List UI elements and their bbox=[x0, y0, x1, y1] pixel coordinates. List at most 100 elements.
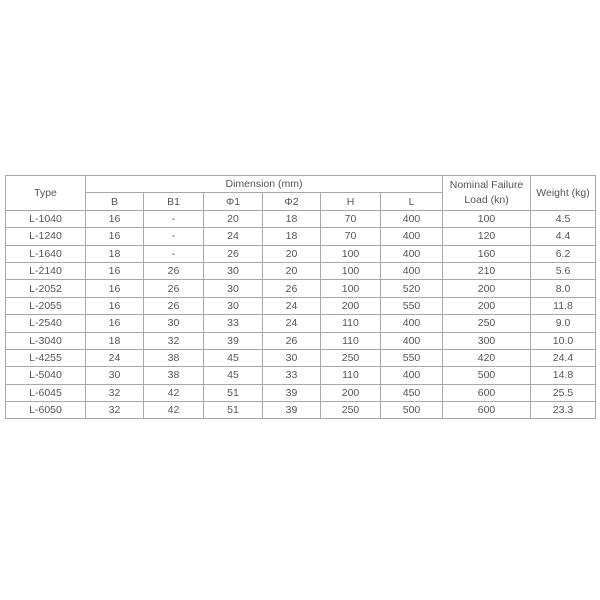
table-cell: 14.8 bbox=[530, 366, 597, 385]
table-cell: 16 bbox=[85, 209, 144, 229]
table-cell: 100 bbox=[442, 209, 532, 229]
table-cell: L-6050 bbox=[5, 401, 86, 420]
table-cell: 30 bbox=[262, 348, 321, 368]
table-row: L-4255 24 38 45 30 250 550 420 24.4 bbox=[5, 348, 597, 368]
table-cell: 16 bbox=[85, 261, 144, 281]
table-cell: 11.8 bbox=[530, 296, 597, 316]
table-cell: L-4255 bbox=[5, 348, 86, 368]
table-cell: 600 bbox=[442, 401, 532, 420]
table-cell: 110 bbox=[320, 314, 381, 333]
table-cell: 26 bbox=[203, 244, 263, 263]
table-cell: 26 bbox=[143, 279, 204, 298]
table-row: L-1040 16-20 18 70 400 100 4.5 bbox=[5, 209, 597, 229]
table-cell: 100 bbox=[320, 244, 381, 263]
table-cell: 24.4 bbox=[530, 348, 597, 368]
spec-table: Type Dimension (mm) Nominal Failure Load… bbox=[5, 174, 597, 420]
header-cell: Dimension (mm) bbox=[84, 174, 444, 194]
table-cell: 70 bbox=[320, 209, 381, 229]
table-cell: 18 bbox=[85, 244, 144, 263]
table-cell: 32 bbox=[85, 401, 144, 420]
table-cell: 26 bbox=[262, 279, 321, 298]
table-cell: L-2052 bbox=[5, 279, 86, 298]
header-cell: B1 bbox=[143, 192, 204, 211]
table-cell: 400 bbox=[379, 209, 444, 229]
table-cell: 30 bbox=[203, 296, 263, 316]
table-cell: L-2055 bbox=[5, 296, 86, 316]
table-cell: 10.0 bbox=[530, 331, 597, 350]
table-row: L-5040 30 38 45 33 110 400 500 14.8 bbox=[5, 366, 597, 385]
table-cell: 200 bbox=[320, 383, 381, 403]
header-cell: Nominal Failure Load (kn) bbox=[442, 175, 532, 211]
table-cell: 45 bbox=[203, 366, 263, 385]
table-cell: 30 bbox=[203, 261, 263, 281]
table-cell: 210 bbox=[442, 261, 532, 281]
table-cell: 26 bbox=[143, 261, 204, 281]
table-row: L-6050 32 42 51 39 250 500 600 23.3 bbox=[5, 401, 597, 420]
table-cell: 4.5 bbox=[530, 209, 597, 229]
table-cell: 20 bbox=[262, 244, 321, 263]
table-cell: 30 bbox=[143, 314, 204, 333]
table-cell: 26 bbox=[143, 296, 204, 316]
table-cell: 550 bbox=[379, 296, 444, 316]
table-cell: 400 bbox=[379, 244, 444, 263]
table-cell: 39 bbox=[203, 331, 263, 350]
table-cell: 42 bbox=[143, 383, 204, 403]
table-container: Type Dimension (mm) Nominal Failure Load… bbox=[5, 174, 597, 420]
table-cell: 4.4 bbox=[530, 227, 597, 246]
table-cell: 20 bbox=[203, 209, 263, 229]
table-cell: 16 bbox=[85, 314, 144, 333]
table-cell: 100 bbox=[320, 279, 381, 298]
table-cell: 200 bbox=[442, 279, 532, 298]
table-cell: 24 bbox=[203, 227, 263, 246]
table-cell: 30 bbox=[203, 279, 263, 298]
table-cell: 200 bbox=[442, 296, 532, 316]
table-cell: 24 bbox=[85, 348, 144, 368]
table-cell: 450 bbox=[379, 383, 444, 403]
table-cell: L-3040 bbox=[5, 331, 86, 350]
table-cell: 6.2 bbox=[530, 244, 597, 263]
header-cell: B bbox=[85, 192, 144, 211]
table-cell: 8.0 bbox=[530, 279, 597, 298]
table-cell: 550 bbox=[379, 348, 444, 368]
table-cell: 23.3 bbox=[530, 401, 597, 420]
table-cell: 39 bbox=[262, 383, 321, 403]
table-cell: 32 bbox=[85, 383, 144, 403]
table-cell: 250 bbox=[442, 314, 532, 333]
header-row: Type Dimension (mm) Nominal Failure Load… bbox=[5, 174, 597, 211]
table-body: L-1040 16-20 18 70 400 100 4.5 L-1240 16-24 18 70 4… bbox=[5, 209, 597, 420]
table-cell: 26 bbox=[262, 331, 321, 350]
table-cell: 18 bbox=[262, 227, 321, 246]
table-cell: - bbox=[143, 227, 204, 246]
table-cell: 400 bbox=[379, 314, 444, 333]
table-cell: 32 bbox=[143, 331, 204, 350]
table-cell: L-2540 bbox=[5, 314, 86, 333]
table-head: Type Dimension (mm) Nominal Failure Load… bbox=[5, 174, 597, 211]
table-cell: 200 bbox=[320, 296, 381, 316]
header-cell: L bbox=[379, 192, 444, 211]
table-cell: 420 bbox=[442, 348, 532, 368]
table-cell: 24 bbox=[262, 314, 321, 333]
table-cell: 25.5 bbox=[530, 383, 597, 403]
table-cell: - bbox=[143, 209, 204, 229]
table-cell: 42 bbox=[143, 401, 204, 420]
table-row: L-3040 18 32 39 26 110 400 300 10.0 bbox=[5, 331, 597, 350]
table-cell: 24 bbox=[262, 296, 321, 316]
table-row: L-2140 16 26 30 20 100 400 210 5.6 bbox=[5, 261, 597, 281]
table-cell: 18 bbox=[85, 331, 144, 350]
table-cell: 400 bbox=[379, 261, 444, 281]
table-cell: 70 bbox=[320, 227, 381, 246]
table-cell: 51 bbox=[203, 383, 263, 403]
table-cell: L-5040 bbox=[5, 366, 86, 385]
table-row: L-2052 16 26 30 26 100 520 200 8.0 bbox=[5, 279, 597, 298]
table-cell: L-1640 bbox=[5, 244, 86, 263]
header-cell: Φ2 bbox=[262, 192, 321, 211]
table-cell: 250 bbox=[320, 348, 381, 368]
table-cell: 45 bbox=[203, 348, 263, 368]
table-row: L-2540 16 30 33 24 110 400 250 9.0 bbox=[5, 314, 597, 333]
table-cell: L-6045 bbox=[5, 383, 86, 403]
table-cell: 39 bbox=[262, 401, 321, 420]
table-cell: 500 bbox=[442, 366, 532, 385]
table-cell: L-2140 bbox=[5, 261, 86, 281]
table-cell: L-1240 bbox=[5, 227, 86, 246]
